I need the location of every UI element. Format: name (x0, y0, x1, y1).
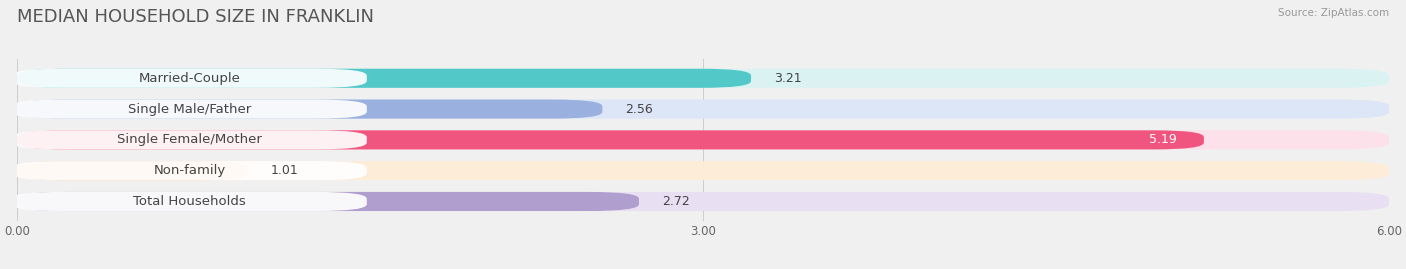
FancyBboxPatch shape (17, 161, 247, 180)
FancyBboxPatch shape (13, 192, 367, 211)
FancyBboxPatch shape (17, 130, 1389, 149)
Text: 2.72: 2.72 (662, 195, 689, 208)
FancyBboxPatch shape (13, 161, 367, 180)
Text: Non-family: Non-family (153, 164, 226, 177)
Text: 1.01: 1.01 (271, 164, 298, 177)
FancyBboxPatch shape (17, 192, 638, 211)
FancyBboxPatch shape (17, 100, 1389, 119)
Text: 3.21: 3.21 (773, 72, 801, 85)
Text: 2.56: 2.56 (626, 102, 652, 116)
Text: Total Households: Total Households (134, 195, 246, 208)
FancyBboxPatch shape (17, 161, 1389, 180)
Text: 5.19: 5.19 (1149, 133, 1177, 146)
FancyBboxPatch shape (13, 69, 367, 88)
FancyBboxPatch shape (17, 100, 602, 119)
FancyBboxPatch shape (13, 130, 367, 149)
FancyBboxPatch shape (17, 130, 1204, 149)
Text: Married-Couple: Married-Couple (139, 72, 240, 85)
FancyBboxPatch shape (17, 69, 1389, 88)
FancyBboxPatch shape (17, 69, 751, 88)
Text: Source: ZipAtlas.com: Source: ZipAtlas.com (1278, 8, 1389, 18)
FancyBboxPatch shape (17, 192, 1389, 211)
Text: MEDIAN HOUSEHOLD SIZE IN FRANKLIN: MEDIAN HOUSEHOLD SIZE IN FRANKLIN (17, 8, 374, 26)
Text: Single Male/Father: Single Male/Father (128, 102, 252, 116)
FancyBboxPatch shape (13, 100, 367, 119)
Text: Single Female/Mother: Single Female/Mother (117, 133, 262, 146)
